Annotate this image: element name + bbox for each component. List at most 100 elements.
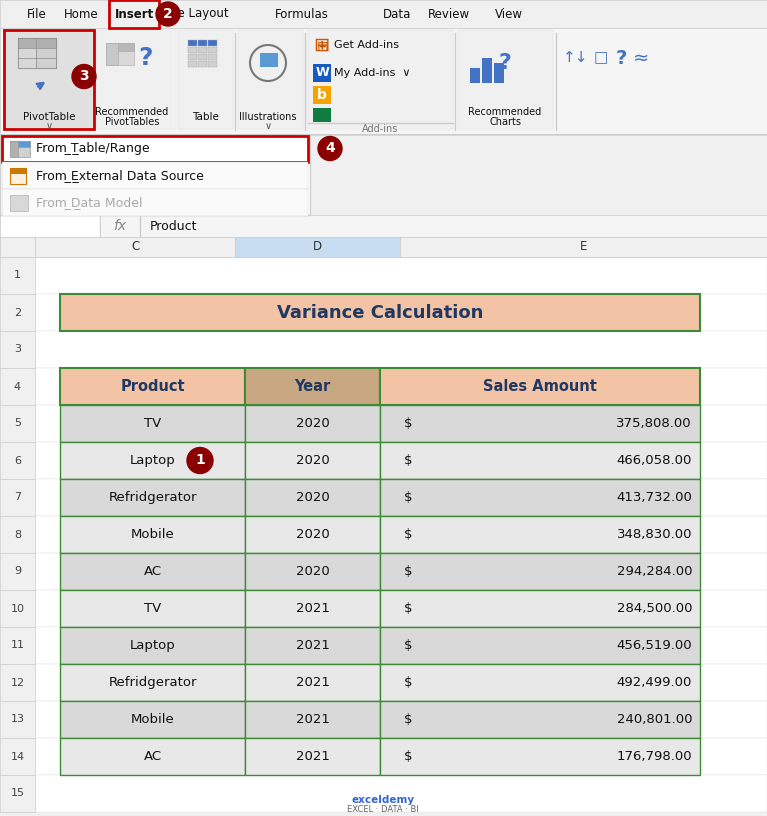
Bar xyxy=(35,664,767,701)
Bar xyxy=(60,553,245,590)
Bar xyxy=(313,86,331,104)
Bar xyxy=(245,664,380,701)
Text: AC: AC xyxy=(143,565,162,578)
Bar xyxy=(2,189,308,216)
Text: Laptop: Laptop xyxy=(130,454,176,467)
Bar xyxy=(245,442,380,479)
Text: Review: Review xyxy=(428,7,470,20)
Text: ?: ? xyxy=(615,48,627,68)
Text: $: $ xyxy=(403,454,412,467)
Bar xyxy=(208,54,217,60)
Bar xyxy=(60,405,245,442)
Text: 11: 11 xyxy=(11,641,25,650)
Bar xyxy=(0,331,35,368)
Text: 15: 15 xyxy=(11,788,25,799)
Bar xyxy=(10,141,30,157)
Bar xyxy=(245,368,380,405)
Bar xyxy=(0,0,767,28)
Text: PivotTables: PivotTables xyxy=(105,117,160,127)
Text: ⊞: ⊞ xyxy=(313,36,329,55)
Bar xyxy=(313,38,333,56)
Bar xyxy=(0,479,35,516)
Bar xyxy=(60,664,245,701)
Text: $: $ xyxy=(403,750,412,763)
Text: 3: 3 xyxy=(14,344,21,354)
Bar xyxy=(106,43,118,65)
Bar xyxy=(0,237,35,257)
Text: From ̲T̲able/Range: From ̲T̲able/Range xyxy=(36,142,150,155)
Text: 348,830.00: 348,830.00 xyxy=(617,528,692,541)
Text: Product: Product xyxy=(150,220,197,233)
Bar xyxy=(60,701,245,738)
Text: Sales Amount: Sales Amount xyxy=(483,379,597,394)
Text: $: $ xyxy=(403,676,412,689)
Circle shape xyxy=(318,136,342,161)
Text: 294,284.00: 294,284.00 xyxy=(617,565,692,578)
Bar xyxy=(198,47,207,53)
Text: 4: 4 xyxy=(14,382,21,392)
Text: fx: fx xyxy=(114,219,127,233)
Text: ge Layout: ge Layout xyxy=(170,7,229,20)
Bar xyxy=(4,30,94,129)
Text: 12: 12 xyxy=(11,677,25,688)
Text: 1: 1 xyxy=(14,270,21,281)
Circle shape xyxy=(187,447,213,473)
Text: D: D xyxy=(313,241,322,254)
Text: Year: Year xyxy=(295,379,331,394)
Bar xyxy=(198,40,207,46)
Bar xyxy=(60,368,245,405)
Text: 2021: 2021 xyxy=(295,639,330,652)
Text: 456,519.00: 456,519.00 xyxy=(617,639,692,652)
Text: TV: TV xyxy=(144,417,161,430)
Text: 466,058.00: 466,058.00 xyxy=(617,454,692,467)
Bar xyxy=(380,516,700,553)
Text: 8: 8 xyxy=(14,530,21,539)
Text: 2020: 2020 xyxy=(295,565,329,578)
Bar xyxy=(36,58,56,68)
Bar xyxy=(400,237,767,257)
Text: $: $ xyxy=(403,565,412,578)
Text: 13: 13 xyxy=(11,715,25,725)
Text: $: $ xyxy=(403,491,412,504)
Bar xyxy=(178,30,233,129)
Bar xyxy=(35,331,767,368)
Text: TV: TV xyxy=(144,602,161,615)
Bar xyxy=(10,141,30,147)
Bar xyxy=(18,38,56,48)
Text: Variance Calculation: Variance Calculation xyxy=(277,304,483,322)
Text: □: □ xyxy=(594,51,608,65)
Bar xyxy=(380,664,700,701)
Bar xyxy=(35,237,235,257)
Bar xyxy=(18,48,36,58)
Text: 284,500.00: 284,500.00 xyxy=(617,602,692,615)
Bar xyxy=(238,30,303,129)
Bar xyxy=(36,48,56,58)
Bar xyxy=(188,61,197,67)
Text: Mobile: Mobile xyxy=(130,528,174,541)
Bar xyxy=(0,294,35,331)
Text: 240,801.00: 240,801.00 xyxy=(617,713,692,726)
Bar xyxy=(2,162,308,189)
Text: 375,808.00: 375,808.00 xyxy=(617,417,692,430)
Bar xyxy=(60,738,245,775)
Bar xyxy=(18,38,36,68)
Bar xyxy=(198,61,207,67)
Bar xyxy=(109,0,159,28)
Bar xyxy=(60,627,245,664)
Text: $: $ xyxy=(403,417,412,430)
Text: From ̲E̲xternal Data Source: From ̲E̲xternal Data Source xyxy=(36,169,204,182)
Text: 2020: 2020 xyxy=(295,417,329,430)
Bar xyxy=(0,442,35,479)
Bar xyxy=(245,553,380,590)
Text: 3: 3 xyxy=(79,69,89,83)
Text: ?: ? xyxy=(139,46,153,70)
Bar xyxy=(106,43,134,51)
Bar xyxy=(0,257,767,812)
Text: 2020: 2020 xyxy=(295,454,329,467)
Bar xyxy=(0,701,35,738)
Bar xyxy=(0,215,767,237)
Bar xyxy=(35,405,767,442)
Text: E: E xyxy=(580,241,588,254)
Text: Refridgerator: Refridgerator xyxy=(108,676,197,689)
Text: PivotTable: PivotTable xyxy=(23,112,75,122)
